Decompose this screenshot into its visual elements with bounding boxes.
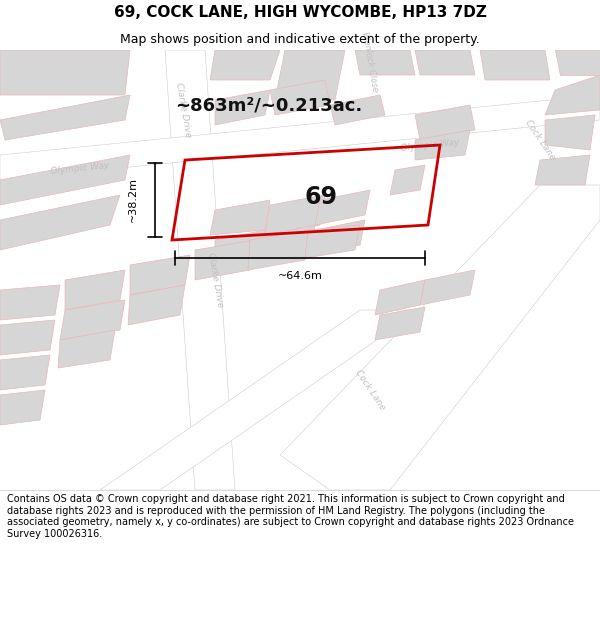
Polygon shape: [420, 270, 475, 305]
Text: Clarke Drive: Clarke Drive: [174, 82, 192, 138]
Polygon shape: [100, 310, 420, 490]
Polygon shape: [165, 50, 235, 490]
Text: Olympic Way: Olympic Way: [50, 161, 110, 176]
Polygon shape: [0, 355, 50, 390]
Polygon shape: [390, 165, 425, 195]
Polygon shape: [545, 115, 595, 150]
Polygon shape: [128, 285, 185, 325]
Polygon shape: [330, 95, 385, 125]
Polygon shape: [210, 50, 280, 80]
Text: 69: 69: [305, 186, 338, 209]
Polygon shape: [280, 185, 600, 490]
Polygon shape: [555, 50, 600, 75]
Polygon shape: [195, 240, 255, 280]
Polygon shape: [0, 320, 55, 355]
Text: Clarke Drive: Clarke Drive: [206, 252, 224, 308]
Polygon shape: [375, 280, 425, 315]
Polygon shape: [265, 225, 315, 260]
Polygon shape: [315, 220, 365, 255]
Polygon shape: [65, 270, 125, 310]
Text: Cock Lane: Cock Lane: [523, 118, 557, 162]
Polygon shape: [355, 50, 415, 75]
Polygon shape: [58, 330, 115, 368]
Polygon shape: [415, 50, 475, 75]
Text: ~64.6m: ~64.6m: [278, 271, 322, 281]
Polygon shape: [0, 390, 45, 425]
Polygon shape: [265, 195, 325, 235]
Polygon shape: [0, 285, 60, 320]
Polygon shape: [535, 155, 590, 185]
Polygon shape: [415, 105, 475, 140]
Polygon shape: [0, 50, 130, 95]
Polygon shape: [415, 130, 470, 160]
Polygon shape: [305, 225, 360, 258]
Text: Cock Lane: Cock Lane: [353, 368, 387, 412]
Polygon shape: [0, 155, 130, 205]
Polygon shape: [210, 200, 270, 235]
Polygon shape: [0, 95, 600, 180]
Polygon shape: [248, 230, 310, 270]
Polygon shape: [130, 255, 190, 295]
Polygon shape: [270, 80, 330, 115]
Text: ~863m²/~0.213ac.: ~863m²/~0.213ac.: [175, 96, 362, 114]
Polygon shape: [60, 300, 125, 340]
Text: Map shows position and indicative extent of the property.: Map shows position and indicative extent…: [120, 32, 480, 46]
Polygon shape: [0, 95, 130, 140]
Text: ~38.2m: ~38.2m: [128, 177, 138, 222]
Text: Olympic Way: Olympic Way: [400, 138, 460, 152]
Polygon shape: [315, 190, 370, 225]
Text: Contains OS data © Crown copyright and database right 2021. This information is : Contains OS data © Crown copyright and d…: [7, 494, 574, 539]
Polygon shape: [545, 75, 600, 115]
Text: 69, COCK LANE, HIGH WYCOMBE, HP13 7DZ: 69, COCK LANE, HIGH WYCOMBE, HP13 7DZ: [113, 5, 487, 20]
Polygon shape: [215, 90, 270, 125]
Polygon shape: [215, 230, 265, 265]
Polygon shape: [375, 307, 425, 340]
Polygon shape: [480, 50, 550, 80]
Text: Wenlock Close: Wenlock Close: [360, 31, 380, 93]
Polygon shape: [275, 50, 345, 100]
Polygon shape: [0, 195, 120, 250]
